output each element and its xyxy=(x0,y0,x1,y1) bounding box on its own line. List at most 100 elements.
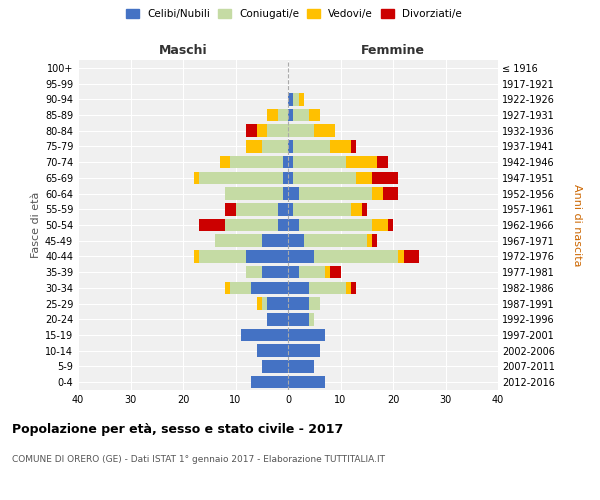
Bar xyxy=(299,188,372,200)
Bar xyxy=(215,234,262,247)
Bar xyxy=(383,188,398,200)
Bar xyxy=(288,234,304,247)
Bar xyxy=(309,282,346,294)
Bar xyxy=(277,108,288,122)
Bar xyxy=(314,124,335,137)
Bar xyxy=(293,203,351,215)
Text: COMUNE DI ORERO (GE) - Dati ISTAT 1° gennaio 2017 - Elaborazione TUTTITALIA.IT: COMUNE DI ORERO (GE) - Dati ISTAT 1° gen… xyxy=(12,455,385,464)
Bar xyxy=(220,156,230,168)
Bar xyxy=(388,218,393,232)
Bar xyxy=(257,124,267,137)
Bar xyxy=(262,266,288,278)
Bar xyxy=(361,203,367,215)
Bar xyxy=(325,266,330,278)
Bar xyxy=(283,156,288,168)
Bar xyxy=(309,108,320,122)
Bar xyxy=(257,298,262,310)
Bar xyxy=(262,298,267,310)
Bar xyxy=(225,188,283,200)
Bar xyxy=(356,172,372,184)
Bar xyxy=(262,140,288,152)
Bar xyxy=(372,234,377,247)
Bar xyxy=(372,188,383,200)
Bar xyxy=(235,203,277,215)
Bar xyxy=(199,250,246,262)
Bar xyxy=(283,188,288,200)
Bar xyxy=(193,172,199,184)
Bar xyxy=(251,376,288,388)
Bar xyxy=(293,156,346,168)
Bar xyxy=(288,298,309,310)
Bar xyxy=(288,108,293,122)
Text: Popolazione per età, sesso e stato civile - 2017: Popolazione per età, sesso e stato civil… xyxy=(12,422,343,436)
Bar xyxy=(288,172,293,184)
Bar xyxy=(251,282,288,294)
Bar xyxy=(246,140,262,152)
Bar xyxy=(230,282,251,294)
Bar xyxy=(267,313,288,326)
Bar xyxy=(288,203,293,215)
Bar xyxy=(309,298,320,310)
Bar xyxy=(225,218,277,232)
Bar xyxy=(277,218,288,232)
Legend: Celibi/Nubili, Coniugati/e, Vedovi/e, Divorziati/e: Celibi/Nubili, Coniugati/e, Vedovi/e, Di… xyxy=(122,5,466,24)
Bar xyxy=(230,156,283,168)
Bar xyxy=(241,328,288,342)
Bar xyxy=(304,234,367,247)
Bar xyxy=(288,360,314,372)
Bar xyxy=(299,266,325,278)
Bar xyxy=(283,172,288,184)
Bar xyxy=(293,172,356,184)
Bar xyxy=(288,282,309,294)
Bar xyxy=(288,376,325,388)
Bar xyxy=(267,124,288,137)
Bar xyxy=(309,313,314,326)
Bar xyxy=(330,266,341,278)
Bar xyxy=(351,203,361,215)
Bar xyxy=(288,328,325,342)
Bar xyxy=(288,313,309,326)
Bar xyxy=(246,250,288,262)
Bar xyxy=(377,156,388,168)
Bar xyxy=(288,93,293,106)
Bar xyxy=(293,93,299,106)
Bar xyxy=(367,234,372,247)
Bar xyxy=(346,156,377,168)
Bar xyxy=(404,250,419,262)
Text: Maschi: Maschi xyxy=(158,44,208,57)
Bar xyxy=(299,93,304,106)
Bar xyxy=(288,250,314,262)
Bar xyxy=(288,124,314,137)
Bar xyxy=(225,282,230,294)
Bar xyxy=(246,266,262,278)
Bar xyxy=(288,188,299,200)
Text: Femmine: Femmine xyxy=(361,44,425,57)
Bar xyxy=(351,140,356,152)
Bar xyxy=(262,234,288,247)
Bar xyxy=(351,282,356,294)
Y-axis label: Fasce di età: Fasce di età xyxy=(31,192,41,258)
Bar xyxy=(346,282,351,294)
Bar xyxy=(398,250,404,262)
Bar xyxy=(288,140,293,152)
Bar xyxy=(277,203,288,215)
Bar xyxy=(267,108,277,122)
Bar xyxy=(199,172,283,184)
Bar xyxy=(246,124,257,137)
Y-axis label: Anni di nascita: Anni di nascita xyxy=(572,184,582,266)
Bar xyxy=(314,250,398,262)
Bar xyxy=(293,108,309,122)
Bar xyxy=(199,218,225,232)
Bar xyxy=(225,203,235,215)
Bar xyxy=(257,344,288,357)
Bar xyxy=(262,360,288,372)
Bar xyxy=(299,218,372,232)
Bar xyxy=(372,172,398,184)
Bar xyxy=(293,140,330,152)
Bar xyxy=(288,344,320,357)
Bar xyxy=(330,140,351,152)
Bar xyxy=(288,266,299,278)
Bar xyxy=(288,218,299,232)
Bar xyxy=(288,156,293,168)
Bar xyxy=(372,218,388,232)
